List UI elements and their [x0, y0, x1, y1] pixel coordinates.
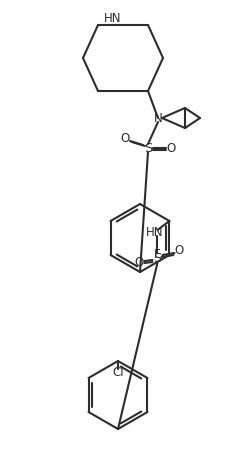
Text: O: O — [134, 256, 143, 269]
Text: Cl: Cl — [112, 366, 123, 379]
Text: F: F — [153, 248, 160, 261]
Text: O: O — [120, 131, 129, 144]
Text: O: O — [166, 142, 175, 155]
Text: S: S — [153, 252, 161, 265]
Text: N: N — [153, 111, 162, 124]
Text: HN: HN — [145, 226, 162, 239]
Text: HN: HN — [104, 12, 121, 25]
Text: S: S — [143, 142, 151, 155]
Text: O: O — [174, 244, 183, 256]
